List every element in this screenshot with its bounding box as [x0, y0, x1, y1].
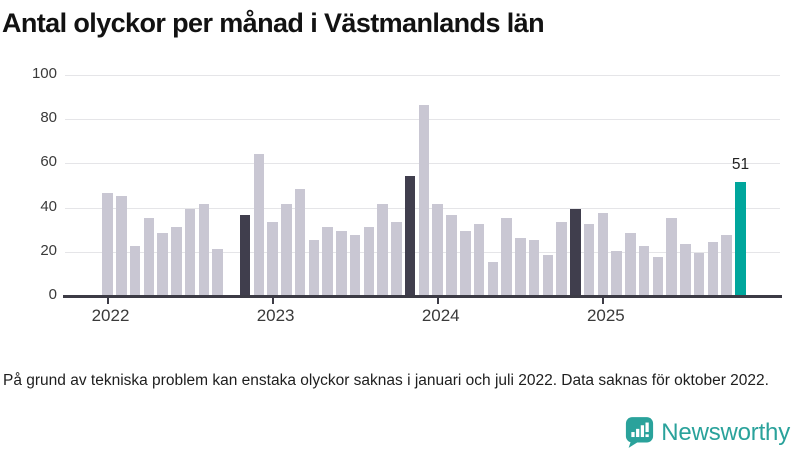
bar-2025-10: [721, 235, 732, 295]
bar-2023-03: [294, 188, 306, 295]
newsworthy-logo: Newsworthy: [625, 416, 790, 449]
bar-2024-03: [460, 230, 471, 295]
bar-2025-07: [680, 244, 691, 295]
plot-area: 51: [63, 75, 782, 298]
chart-title: Antal olyckor per månad i Västmanlands l…: [2, 8, 545, 38]
bar-2025-03: [625, 233, 636, 295]
y-axis-tick-label: 0: [48, 286, 57, 303]
bar-2022-06: [171, 226, 182, 295]
x-axis-tick: [601, 297, 604, 304]
x-axis-line: [63, 295, 782, 298]
bar-2024-04: [473, 224, 485, 295]
bar-2022-02: [116, 195, 127, 295]
newsworthy-icon: [625, 416, 654, 449]
x-axis-tick: [271, 297, 274, 304]
bar-2024-08: [528, 239, 540, 295]
bar-2024-02: [446, 215, 457, 295]
y-axis-labels: 0 20 40 60 80 100: [0, 65, 57, 303]
y-axis-tick-label: 80: [40, 109, 57, 127]
bar-2022-04: [143, 217, 155, 295]
x-axis-tick: [436, 297, 439, 304]
bar-2023-02: [281, 204, 292, 295]
bar-2023-04: [308, 239, 320, 295]
bar-2024-01: [432, 204, 443, 295]
bar-2025-11: [735, 182, 746, 295]
newsworthy-wordmark: Newsworthy: [661, 418, 790, 446]
bar-2025-09: [707, 241, 719, 295]
bar-2023-01: [267, 222, 278, 295]
bar-2024-09: [542, 255, 554, 295]
x-axis-tick: [106, 297, 109, 304]
bar-2024-10: [556, 222, 567, 295]
x-axis-year-label: 2022: [91, 306, 130, 325]
x-axis-year-label: 2024: [421, 306, 460, 325]
x-axis-year-label: 2025: [586, 306, 625, 325]
gridline: [65, 75, 780, 76]
bar-2022-12: [253, 153, 265, 295]
bar-2023-07: [349, 235, 361, 295]
bar-2022-09: [212, 248, 223, 295]
footnote-text: På grund av tekniska problem kan enstaka…: [3, 372, 769, 389]
bar-2024-06: [501, 217, 512, 295]
bar-2024-07: [515, 237, 526, 295]
bar-2023-05: [322, 226, 333, 295]
y-axis-tick-label: 20: [40, 241, 57, 259]
bar-2023-08: [363, 226, 375, 295]
bar-2023-06: [336, 230, 347, 295]
bar-2023-12: [418, 104, 430, 295]
x-axis-year-label: 2023: [256, 306, 295, 325]
bar-2022-01: [102, 193, 113, 295]
bar-2023-09: [377, 204, 388, 295]
bar-2025-05: [652, 257, 664, 295]
y-axis-tick-label: 60: [40, 153, 57, 171]
bar-2022-03: [129, 246, 141, 295]
bar-2024-12: [583, 224, 595, 295]
bar-2022-11: [239, 215, 251, 295]
latest-value-label: 51: [731, 156, 750, 174]
bar-2025-01: [597, 213, 609, 295]
bar-2025-02: [611, 250, 622, 295]
bar-2022-05: [157, 233, 168, 295]
bar-2024-05: [487, 261, 499, 295]
bar-2023-11: [404, 175, 416, 295]
bar-2022-07: [184, 208, 196, 295]
bar-2023-10: [391, 222, 402, 295]
bar-2025-06: [666, 217, 677, 295]
bar-2025-08: [693, 253, 705, 295]
bar-2022-08: [198, 204, 210, 295]
bar-2024-11: [570, 208, 581, 295]
bar-2025-04: [638, 246, 650, 295]
y-axis-tick-label: 40: [40, 197, 57, 215]
y-axis-tick-label: 100: [31, 65, 57, 82]
